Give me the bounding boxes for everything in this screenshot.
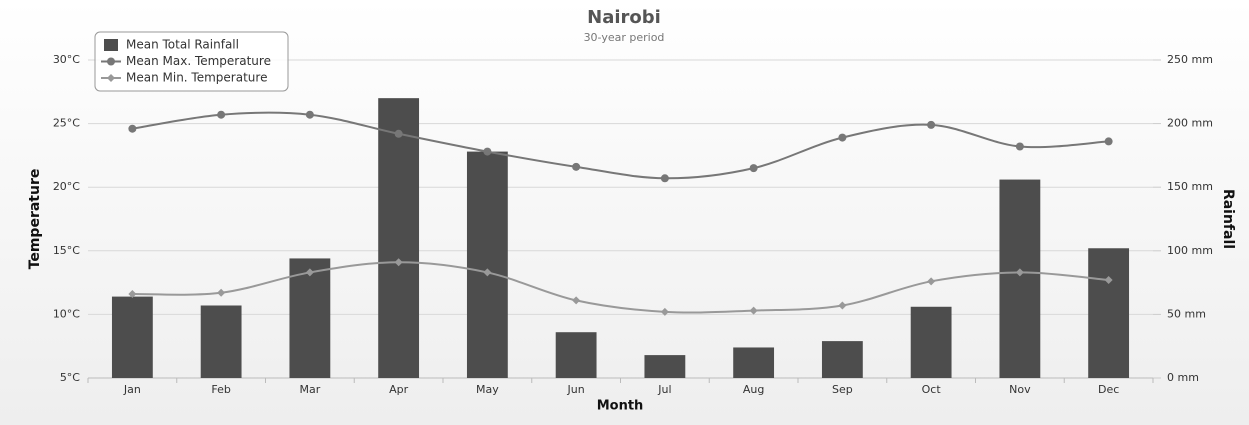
- marker: [838, 301, 847, 310]
- marker: [660, 307, 669, 316]
- y2-tick-label: 150 mm: [1167, 180, 1213, 193]
- bar: [1088, 248, 1130, 378]
- marker: [394, 129, 403, 138]
- y-tick-label: 10°C: [53, 307, 80, 320]
- marker: [128, 124, 137, 133]
- bar: [999, 179, 1041, 378]
- marker: [128, 290, 137, 299]
- marker: [1104, 276, 1113, 285]
- y2-axis-title: Rainfall: [1220, 189, 1236, 249]
- x-tick-label: Jan: [123, 383, 141, 396]
- x-tick-label: Jul: [657, 383, 671, 396]
- marker: [838, 133, 847, 142]
- marker: [1015, 268, 1024, 277]
- x-tick-label: Oct: [922, 383, 942, 396]
- legend-symbol: [107, 74, 115, 82]
- bar: [910, 306, 952, 378]
- bar: [644, 355, 686, 378]
- x-tick-label: Jun: [567, 383, 585, 396]
- y2-tick-label: 0 mm: [1167, 371, 1199, 384]
- bar: [821, 341, 863, 378]
- bar: [289, 258, 331, 378]
- y-tick-label: 15°C: [53, 244, 80, 257]
- bar: [466, 151, 508, 378]
- bar: [111, 296, 153, 378]
- y-tick-label: 30°C: [53, 53, 80, 66]
- x-tick-label: Mar: [299, 383, 320, 396]
- line: [132, 261, 1109, 314]
- marker: [305, 268, 314, 277]
- line: [132, 111, 1109, 180]
- y2-tick-label: 200 mm: [1167, 117, 1213, 130]
- x-tick-label: Nov: [1009, 383, 1031, 396]
- marker: [217, 110, 226, 119]
- y-axis-title: Temperature: [27, 169, 43, 270]
- bar: [378, 98, 420, 378]
- chart-subtitle: 30-year period: [584, 31, 665, 44]
- x-tick-label: Sep: [832, 383, 853, 396]
- marker: [483, 147, 492, 156]
- legend-label: Mean Min. Temperature: [126, 71, 267, 85]
- marker: [572, 296, 581, 305]
- x-tick-label: Apr: [389, 383, 409, 396]
- marker: [483, 268, 492, 277]
- x-axis-title: Month: [597, 399, 644, 414]
- marker: [927, 120, 936, 129]
- y-tick-label: 20°C: [53, 180, 80, 193]
- chart-title: Nairobi: [587, 7, 661, 28]
- marker: [927, 277, 936, 286]
- x-tick-label: Dec: [1098, 383, 1119, 396]
- marker: [572, 162, 581, 171]
- marker: [305, 110, 314, 119]
- marker: [217, 288, 226, 297]
- bar: [733, 347, 775, 378]
- y2-tick-label: 100 mm: [1167, 244, 1213, 257]
- x-tick-label: May: [476, 383, 499, 396]
- legend-label: Mean Total Rainfall: [126, 38, 239, 52]
- bar: [555, 332, 597, 378]
- y2-tick-label: 250 mm: [1167, 53, 1213, 66]
- legend-label: Mean Max. Temperature: [126, 54, 271, 68]
- y-tick-label: 5°C: [60, 371, 80, 384]
- legend-symbol: [107, 57, 115, 66]
- marker: [394, 258, 403, 267]
- marker: [749, 306, 758, 315]
- marker: [660, 174, 669, 183]
- x-tick-label: Feb: [211, 383, 230, 396]
- marker: [1104, 137, 1113, 146]
- marker: [1015, 142, 1024, 151]
- y2-tick-label: 50 mm: [1167, 307, 1206, 320]
- legend-symbol: [104, 39, 118, 51]
- x-tick-label: Aug: [743, 383, 764, 396]
- marker: [749, 164, 758, 173]
- y-tick-label: 25°C: [53, 117, 80, 130]
- bar: [200, 305, 242, 378]
- legend-box: [94, 31, 289, 92]
